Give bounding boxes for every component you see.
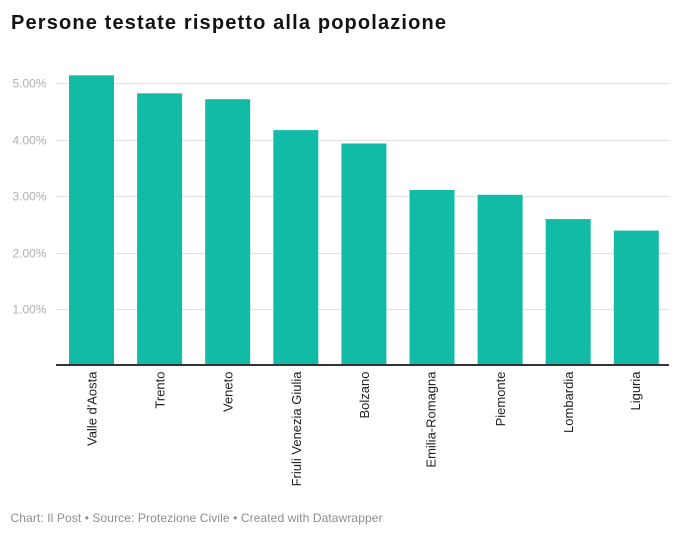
svg-text:Veneto: Veneto [221, 372, 236, 413]
svg-text:Piemonte: Piemonte [493, 372, 508, 427]
svg-text:Liguria: Liguria [628, 371, 643, 411]
svg-text:4.00%: 4.00% [12, 134, 46, 148]
svg-text:Lombardia: Lombardia [561, 371, 576, 433]
svg-text:Trento: Trento [153, 372, 168, 409]
svg-text:2.00%: 2.00% [12, 247, 46, 261]
svg-text:Emilia-Romagna: Emilia-Romagna [424, 371, 439, 468]
svg-text:Bolzano: Bolzano [357, 372, 372, 419]
svg-text:3.00%: 3.00% [12, 190, 46, 204]
svg-text:1.00%: 1.00% [12, 303, 46, 317]
svg-text:5.00%: 5.00% [12, 77, 46, 91]
svg-text:Friuli Venezia Giulia: Friuli Venezia Giulia [289, 371, 304, 487]
svg-text:Valle d'Aosta: Valle d'Aosta [85, 371, 100, 446]
